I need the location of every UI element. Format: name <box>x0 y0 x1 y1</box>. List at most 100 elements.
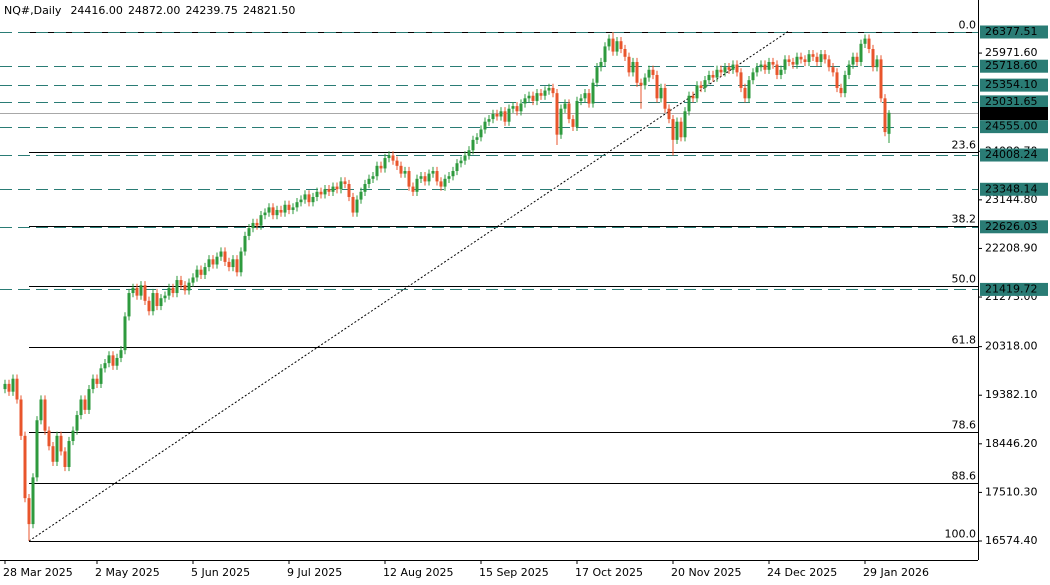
candle-body <box>471 139 475 151</box>
candle-body <box>883 98 887 133</box>
x-tick-label: 28 Mar 2025 <box>3 566 73 579</box>
level-box <box>980 182 1048 196</box>
candle-body <box>791 61 795 65</box>
candle-body <box>15 378 19 400</box>
candle-body <box>147 300 151 312</box>
fib-label: 38.2 <box>952 213 977 226</box>
candle-body <box>827 59 831 68</box>
candle-body <box>835 72 839 88</box>
candle-body <box>459 160 463 164</box>
candle-body <box>479 129 483 138</box>
candle-body <box>475 137 479 140</box>
candle-body <box>735 64 739 73</box>
level-box <box>980 148 1048 162</box>
candle-body <box>219 251 223 257</box>
candle-body <box>203 267 207 275</box>
candle-body <box>863 38 867 44</box>
candle-body <box>847 64 851 75</box>
candle-body <box>279 209 283 213</box>
candle-body <box>383 158 387 169</box>
candle-body <box>263 212 267 216</box>
y-tick-label: 22208.90 <box>985 241 1038 254</box>
candle-body <box>683 111 687 138</box>
candle-body <box>375 165 379 177</box>
candle-body <box>399 165 403 174</box>
candle-body <box>651 69 655 75</box>
candle-body <box>107 355 111 364</box>
candle-body <box>751 72 755 81</box>
candle-body <box>603 46 607 62</box>
x-tick-label: 20 Nov 2025 <box>671 566 741 579</box>
candle-body <box>299 199 303 203</box>
level-label: 21419.72 <box>985 282 1038 295</box>
level-label: 24008.24 <box>985 148 1038 161</box>
high-value: 24872.00 <box>128 4 181 17</box>
candle-body <box>411 186 415 192</box>
candle-body <box>271 207 275 216</box>
x-tick-label: 9 Jul 2025 <box>287 566 342 579</box>
candle-body <box>51 446 55 462</box>
candle-body <box>715 69 719 78</box>
candle-body <box>599 61 603 68</box>
candle-body <box>455 163 459 172</box>
candle-body <box>707 74 711 81</box>
candle-body <box>595 67 599 83</box>
x-tick-label: 24 Dec 2025 <box>767 566 837 579</box>
candle-body <box>767 61 771 70</box>
candle-body <box>615 41 619 52</box>
candle-body <box>499 111 503 117</box>
candle-body <box>431 171 435 174</box>
candle-body <box>179 280 183 286</box>
candle-body <box>83 399 87 410</box>
candle-body <box>247 228 251 236</box>
candle-body <box>759 64 763 68</box>
candle-body <box>643 77 647 86</box>
candle-body <box>511 106 515 109</box>
candle-body <box>851 56 855 65</box>
x-tick-label: 12 Aug 2025 <box>383 566 453 579</box>
trendline <box>28 30 790 542</box>
candle-body <box>675 121 679 140</box>
candle-body <box>195 269 199 278</box>
current-price-box <box>980 107 1048 120</box>
candle-body <box>867 38 871 50</box>
candle-body <box>535 93 539 101</box>
candle-body <box>183 285 187 291</box>
candle-body <box>739 72 743 88</box>
candle-body <box>95 378 99 384</box>
candle-body <box>699 85 703 88</box>
candle-body <box>659 87 663 99</box>
candle-body <box>39 399 43 421</box>
level-label: 22626.03 <box>985 220 1038 233</box>
candle-body <box>775 64 779 75</box>
current-price-label: 24821.50 <box>985 107 1038 120</box>
candle-body <box>315 191 319 197</box>
candle-body <box>567 103 571 120</box>
candle-body <box>11 378 15 392</box>
candle-body <box>427 173 431 182</box>
candle-body <box>63 451 67 467</box>
candle-body <box>391 155 395 161</box>
candle-body <box>531 95 535 101</box>
candle-body <box>503 111 507 122</box>
candle-body <box>227 261 231 268</box>
candle-body <box>303 194 307 200</box>
candle-body <box>719 69 723 73</box>
candle-body <box>319 191 323 195</box>
x-tick-label: 29 Jan 2026 <box>863 566 929 579</box>
symbol: NQ#,Daily <box>4 4 62 17</box>
candle-body <box>259 215 263 226</box>
candle-body <box>871 49 875 68</box>
candle-body <box>579 98 583 101</box>
candle-body <box>443 178 447 187</box>
y-tick-label: 20318.00 <box>985 340 1038 353</box>
candle-body <box>547 87 551 91</box>
candle-body <box>795 56 799 65</box>
candle-body <box>235 259 239 273</box>
candle-body <box>311 196 315 203</box>
candle-body <box>143 285 147 301</box>
candle-body <box>415 178 419 192</box>
candle-body <box>291 207 295 210</box>
candle-body <box>347 184 351 197</box>
candle-body <box>779 69 783 75</box>
